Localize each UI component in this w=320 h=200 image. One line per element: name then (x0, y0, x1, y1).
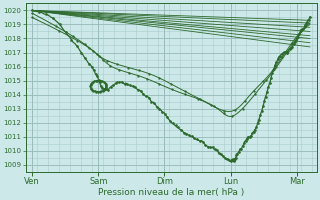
X-axis label: Pression niveau de la mer( hPa ): Pression niveau de la mer( hPa ) (98, 188, 244, 197)
